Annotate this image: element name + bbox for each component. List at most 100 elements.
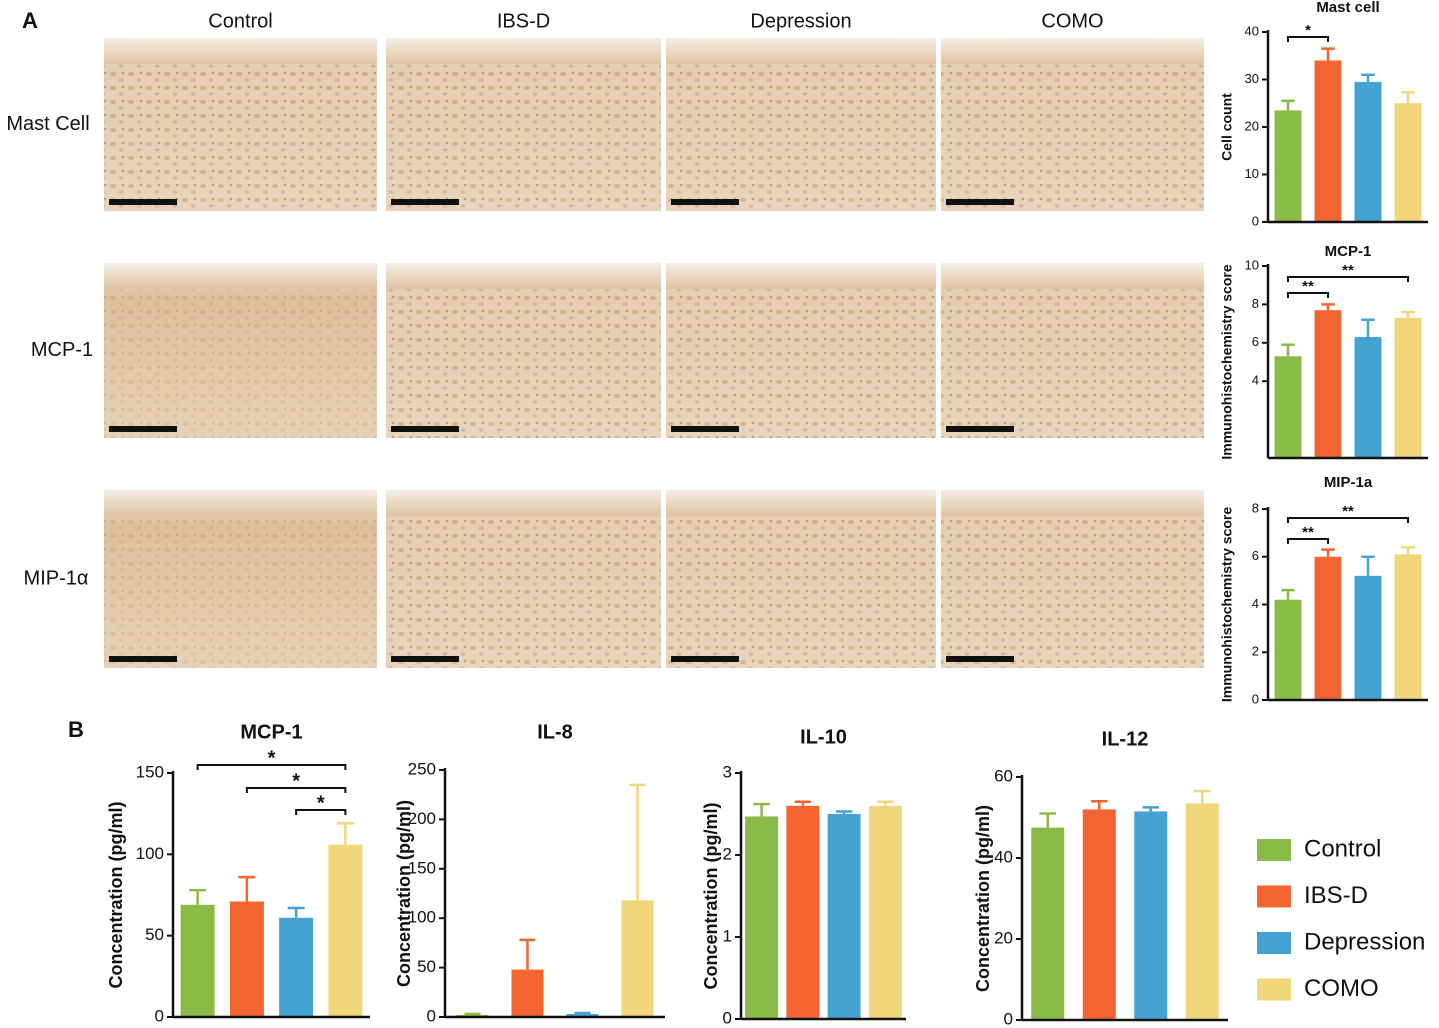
chart-title: IL-8: [537, 721, 573, 743]
error-bar: [753, 802, 770, 817]
bar: [1314, 60, 1342, 222]
scale-bar-label: 100 μm: [393, 426, 407, 431]
legend-swatch: [1257, 978, 1291, 1001]
y-tick-label: 50: [417, 957, 436, 976]
error-bar: [1281, 343, 1295, 357]
error-bar: [877, 800, 894, 806]
scale-bar-label: 100 μm: [111, 656, 125, 661]
scale-bar-label: 100 μm: [111, 426, 125, 431]
significance-bracket: [1287, 276, 1409, 282]
row-label: MCP-1: [31, 339, 93, 361]
y-tick-label: 200: [408, 809, 436, 828]
y-tick-label: 50: [145, 925, 164, 944]
significance-bracket: [1287, 538, 1329, 544]
error-bar: [464, 1012, 481, 1016]
significance-bracket: [295, 809, 347, 815]
legend-label: Depression: [1304, 928, 1425, 955]
significance-label: **: [1302, 278, 1314, 295]
error-bar: [1281, 99, 1295, 111]
column-label: COMO: [1041, 10, 1103, 32]
significance-bracket: [1287, 292, 1329, 298]
error-bar: [574, 1011, 591, 1015]
legend-label: IBS-D: [1304, 882, 1368, 909]
y-tick-label: 6: [1252, 548, 1259, 563]
error-bar: [189, 888, 207, 905]
y-tick-label: 0: [1252, 213, 1259, 228]
significance-bracket: [196, 764, 347, 770]
error-bar: [1321, 303, 1335, 311]
micrograph-texture: [941, 289, 1204, 438]
significance-label: **: [1342, 503, 1354, 520]
chart-title: MCP-1: [240, 721, 302, 743]
y-tick-label: 8: [1252, 500, 1259, 515]
scale-bar-label: 100 μm: [948, 199, 962, 204]
error-bar: [1039, 812, 1056, 828]
bar: [1354, 337, 1382, 458]
error-bar: [1361, 318, 1375, 338]
scale-bar: [671, 199, 739, 205]
scale-bar: [946, 199, 1014, 205]
bar: [827, 814, 861, 1019]
y-tick-label: 0: [427, 1006, 436, 1025]
scale-bar: [109, 656, 177, 662]
bar: [1274, 356, 1302, 458]
error-bar: [1361, 555, 1375, 576]
bar: [1134, 811, 1168, 1020]
y-axis-label: Concentration (pg/ml): [394, 800, 414, 987]
y-tick-label: 2: [1252, 644, 1259, 659]
bar: [1274, 110, 1302, 222]
micrograph-texture: [104, 63, 377, 212]
error-bar: [1091, 800, 1108, 810]
bar: [868, 805, 902, 1019]
error-bar: [1401, 310, 1415, 318]
chart-title: MIP-1a: [1324, 474, 1373, 491]
bar: [621, 900, 654, 1017]
bar: [1394, 554, 1422, 700]
scale-bar-label: 100 μm: [673, 656, 687, 661]
chart-title: IL-12: [1102, 728, 1149, 750]
bar: [1314, 556, 1342, 700]
y-tick-label: 10: [1245, 257, 1259, 272]
error-bar: [1361, 73, 1375, 82]
significance-label: *: [268, 747, 276, 769]
scale-bar-label: 100 μm: [948, 656, 962, 661]
y-tick-label: 20: [994, 928, 1013, 947]
error-bar: [794, 800, 812, 806]
scale-bar: [391, 426, 459, 432]
significance-bracket: [1287, 36, 1329, 42]
micrograph-texture: [104, 516, 377, 668]
y-tick-label: 150: [136, 762, 164, 781]
error-bar: [1281, 588, 1295, 600]
bar: [1314, 310, 1342, 458]
y-tick-label: 40: [1245, 23, 1259, 38]
y-tick-label: 10: [1245, 166, 1259, 181]
significance-label: **: [1342, 262, 1354, 279]
scale-bar: [391, 199, 459, 205]
bar: [1031, 827, 1065, 1020]
bar: [229, 901, 264, 1017]
bar: [1354, 81, 1382, 222]
row-label: MIP-1α: [24, 567, 89, 589]
bar: [1354, 575, 1382, 700]
error-bar: [336, 822, 354, 845]
significance-bracket: [245, 787, 347, 793]
y-tick-label: 40: [994, 847, 1013, 866]
scale-bar: [946, 426, 1014, 432]
significance-label: *: [292, 770, 300, 792]
y-tick-label: 0: [155, 1006, 164, 1025]
scale-bar-label: 100 μm: [673, 199, 687, 204]
micrograph-texture: [941, 516, 1204, 668]
error-bar: [1142, 806, 1159, 812]
y-tick-label: 6: [1252, 334, 1259, 349]
y-tick-label: 150: [408, 858, 436, 877]
scale-bar-label: 100 μm: [393, 656, 407, 661]
panel-label: A: [22, 8, 38, 33]
bar: [180, 904, 215, 1017]
y-tick-label: 250: [408, 759, 436, 778]
y-axis-label: Concentration (pg/ml): [106, 802, 126, 989]
significance-label: **: [1302, 524, 1314, 541]
chart-title: IL-10: [800, 726, 847, 748]
scale-bar-label: 100 μm: [393, 199, 407, 204]
